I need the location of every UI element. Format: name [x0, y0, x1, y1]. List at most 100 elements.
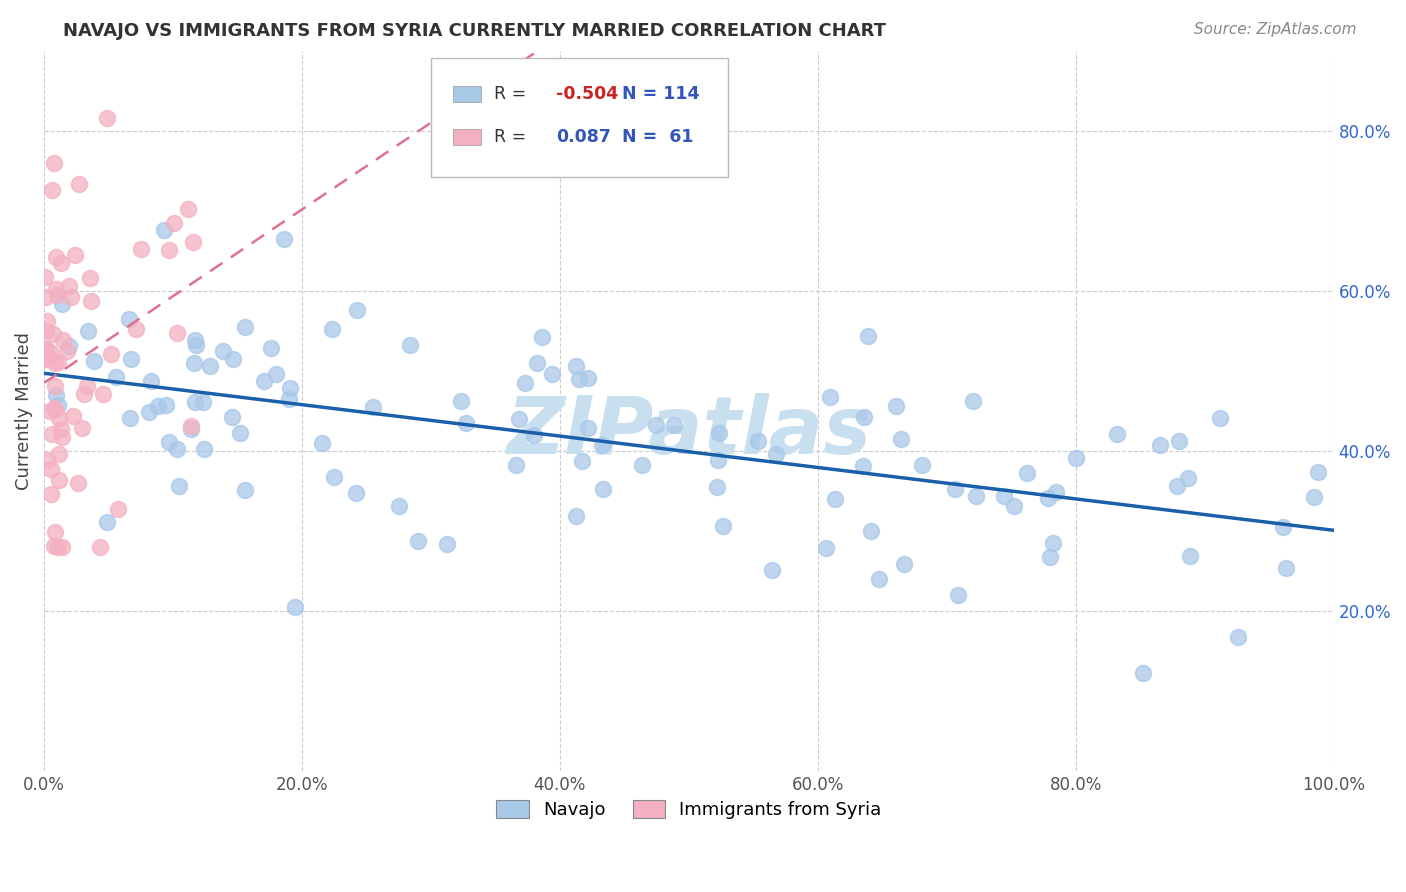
Point — [91, 387, 114, 401]
Point — [183, 355, 205, 369]
Point — [860, 524, 883, 538]
Point — [34, 342, 56, 356]
Point — [1177, 471, 1199, 485]
Point — [747, 434, 769, 448]
Point — [1039, 550, 1062, 565]
Point — [523, 427, 546, 442]
Point — [1064, 451, 1087, 466]
Point — [96, 515, 118, 529]
Point — [152, 223, 174, 237]
Point — [180, 422, 202, 436]
Point — [321, 322, 343, 336]
Point — [34, 269, 56, 284]
Point — [436, 537, 458, 551]
Point — [711, 519, 734, 533]
Text: R =: R = — [494, 85, 531, 103]
Point — [398, 338, 420, 352]
Point — [107, 502, 129, 516]
FancyBboxPatch shape — [453, 86, 481, 102]
Point — [323, 470, 346, 484]
Point — [233, 320, 256, 334]
Point — [273, 231, 295, 245]
Point — [513, 376, 536, 390]
Point — [58, 278, 80, 293]
Point — [41, 183, 63, 197]
Point — [155, 398, 177, 412]
Text: Source: ZipAtlas.com: Source: ZipAtlas.com — [1194, 22, 1357, 37]
Point — [592, 483, 614, 497]
Point — [571, 454, 593, 468]
Point — [48, 473, 70, 487]
Point — [565, 508, 588, 523]
Point — [44, 356, 66, 370]
Point — [77, 324, 100, 338]
Point — [408, 533, 430, 548]
Point — [79, 271, 101, 285]
Point — [709, 426, 731, 441]
Point — [35, 290, 58, 304]
Point — [73, 387, 96, 401]
Point — [51, 430, 73, 444]
Point — [212, 343, 235, 358]
Point — [183, 395, 205, 409]
Point — [96, 111, 118, 125]
Point — [42, 326, 65, 341]
Point — [193, 395, 215, 409]
Point — [45, 250, 67, 264]
Point — [645, 417, 668, 432]
Point — [181, 235, 204, 249]
Point — [530, 330, 553, 344]
Point — [1105, 426, 1128, 441]
Point — [361, 401, 384, 415]
Point — [44, 402, 66, 417]
Point — [911, 458, 934, 472]
Point — [253, 374, 276, 388]
Y-axis label: Currently Married: Currently Married — [15, 332, 32, 490]
Point — [540, 368, 562, 382]
Point — [42, 401, 65, 416]
Text: NAVAJO VS IMMIGRANTS FROM SYRIA CURRENTLY MARRIED CORRELATION CHART: NAVAJO VS IMMIGRANTS FROM SYRIA CURRENTL… — [63, 22, 886, 40]
Point — [1036, 491, 1059, 505]
Point — [229, 426, 252, 441]
Point — [48, 410, 70, 425]
Point — [120, 351, 142, 366]
Point — [264, 368, 287, 382]
Point — [37, 351, 59, 365]
Point — [868, 572, 890, 586]
Point — [67, 475, 90, 490]
Point — [80, 293, 103, 308]
Text: 0.087: 0.087 — [555, 128, 612, 146]
Point — [46, 355, 69, 369]
Point — [890, 432, 912, 446]
Point — [1042, 536, 1064, 550]
Point — [46, 540, 69, 554]
Point — [55, 344, 77, 359]
Legend: Navajo, Immigrants from Syria: Navajo, Immigrants from Syria — [489, 793, 889, 827]
Point — [48, 447, 70, 461]
Point — [662, 418, 685, 433]
Point — [1306, 465, 1329, 479]
Point — [1275, 561, 1298, 575]
Point — [63, 247, 86, 261]
Point — [450, 394, 472, 409]
Point — [346, 302, 368, 317]
Point — [993, 489, 1015, 503]
Point — [177, 202, 200, 216]
Point — [568, 372, 591, 386]
Point — [284, 599, 307, 614]
Point — [1180, 549, 1202, 563]
Point — [83, 353, 105, 368]
Point — [58, 339, 80, 353]
Point — [1303, 490, 1326, 504]
Point — [118, 311, 141, 326]
Point — [814, 541, 837, 556]
Point — [39, 462, 62, 476]
Point — [278, 380, 301, 394]
Point — [962, 394, 984, 409]
Point — [1149, 438, 1171, 452]
Point — [1167, 434, 1189, 448]
Point — [706, 479, 728, 493]
Point — [1166, 479, 1188, 493]
FancyBboxPatch shape — [432, 58, 727, 177]
Point — [35, 324, 58, 338]
